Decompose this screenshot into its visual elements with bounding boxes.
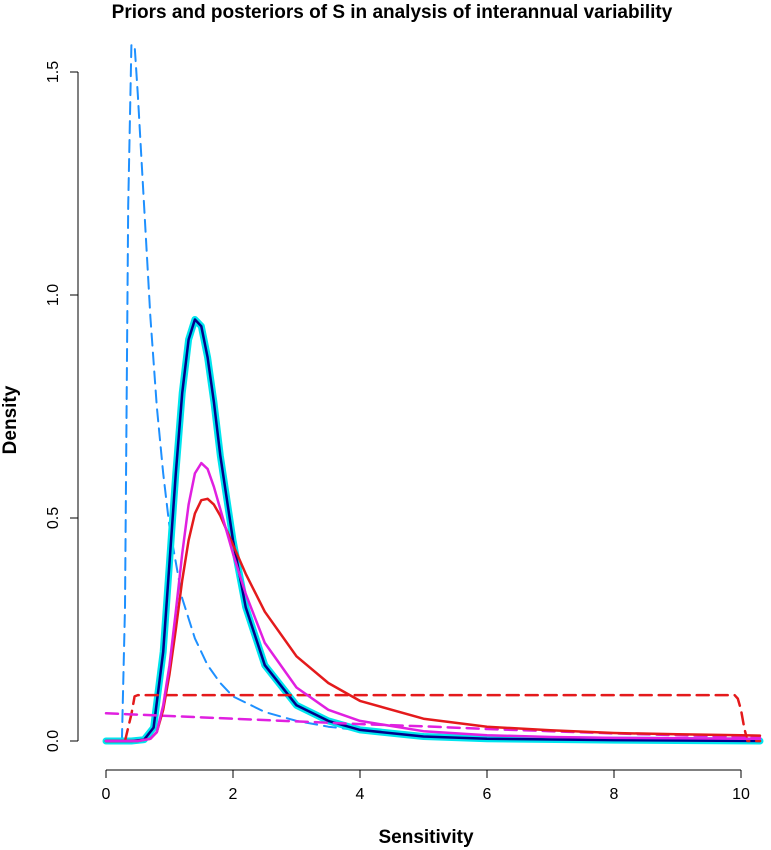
- series-line-7: [104, 461, 762, 743]
- x-tick-label: 6: [483, 786, 492, 803]
- series-line-3: [104, 318, 762, 743]
- y-tick-label: 1.0: [45, 284, 62, 306]
- y-tick-label: 1.5: [45, 61, 62, 83]
- chart-title: Priors and posteriors of S in analysis o…: [112, 2, 673, 23]
- x-tick-label: 8: [610, 786, 619, 803]
- x-tick-label: 4: [356, 786, 365, 803]
- x-tick-label: 2: [229, 786, 238, 803]
- series-line-6: [104, 497, 762, 743]
- y-tick-label: 0.0: [45, 730, 62, 752]
- y-tick-label: 0.5: [45, 507, 62, 529]
- series-line-2: [102, 316, 764, 745]
- y-axis: 0.0 0.5 1.0 1.5: [45, 61, 79, 752]
- x-tick-label: 10: [732, 786, 750, 803]
- series-line-1: [120, 44, 488, 742]
- series-layer: [102, 44, 764, 745]
- series-line-4: [104, 693, 762, 743]
- x-axis: 0 2 4 6 8 10: [102, 769, 750, 803]
- x-tick-label: 0: [102, 786, 111, 803]
- x-axis-label: Sensitivity: [378, 827, 473, 848]
- y-axis-label: Density: [0, 385, 21, 454]
